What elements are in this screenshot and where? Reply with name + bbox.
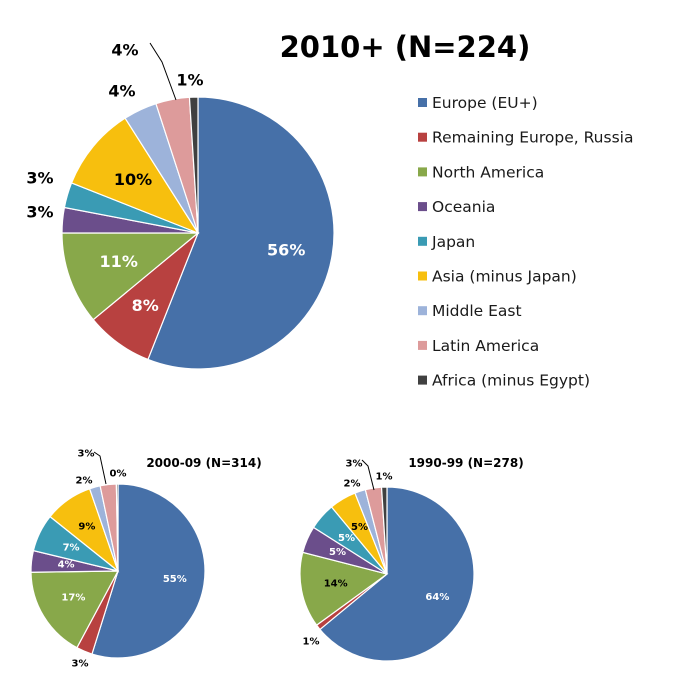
legend-swatch-africa-minus-egypt: [418, 375, 427, 385]
legend-swatch-middle-east: [418, 306, 427, 316]
pie-slice-africa-minus-egypt: [115, 483, 119, 572]
pie-slice-asia-minus-japan: [70, 117, 200, 235]
pie-slice-europe-eu: [91, 483, 206, 659]
legend-entry-oceania: Oceania: [432, 198, 495, 216]
pie-slice-north-america: [61, 232, 200, 321]
data-label-north-america: 14%: [324, 578, 348, 589]
data-label-latin-america: 3%: [78, 449, 95, 460]
legend-entry-middle-east: Middle East: [432, 302, 522, 320]
data-label-middle-east: 2%: [76, 476, 93, 487]
data-label-europe-eu: 55%: [163, 574, 187, 585]
data-label-middle-east: 4%: [108, 82, 135, 101]
data-label-japan: 5%: [338, 533, 355, 544]
data-label-middle-east: 2%: [344, 479, 361, 490]
chart-title: 2000-09 (N=314): [146, 456, 261, 470]
data-label-africa-minus-egypt: 0%: [110, 469, 127, 480]
data-label-europe-eu: 56%: [267, 240, 305, 259]
data-label-oceania: 5%: [329, 547, 346, 558]
chart-title: 2010+ (N=224): [280, 30, 531, 64]
data-label-europe-eu: 64%: [425, 592, 449, 603]
pie-slice-europe-eu: [147, 96, 335, 370]
legend-entry-japan: Japan: [431, 233, 475, 251]
data-label-africa-minus-egypt: 1%: [176, 71, 203, 90]
data-label-remaining-europe-russia: 8%: [132, 296, 159, 315]
pie-slice-africa-minus-egypt: [380, 486, 388, 575]
legend-swatch-latin-america: [418, 340, 427, 350]
legend-swatch-japan: [418, 236, 427, 246]
data-label-remaining-europe-russia: 3%: [72, 659, 89, 670]
legend-entry-remaining-europe-russia: Remaining Europe, Russia: [432, 129, 633, 147]
data-label-remaining-europe-russia: 1%: [303, 637, 320, 648]
pie-slice-north-america: [30, 570, 120, 649]
data-label-japan: 3%: [26, 169, 53, 188]
pie-chart-2: 55% 3% 17% 4% 7% 9% 2% 3% 0% 2000-09 (N=314): [30, 449, 262, 670]
data-label-asia-minus-japan: 5%: [351, 522, 368, 533]
pie-slice-north-america: [299, 551, 389, 626]
data-label-north-america: 11%: [100, 252, 138, 271]
leader-line: [361, 459, 375, 491]
legend-swatch-oceania: [418, 202, 427, 212]
data-label-oceania: 3%: [26, 203, 53, 222]
data-label-africa-minus-egypt: 1%: [376, 472, 393, 483]
pie-chart-1: 56% 8% 11% 3% 3% 10% 4% 4% 1% 2010+ (N=224): [26, 30, 531, 370]
data-label-asia-minus-japan: 10%: [114, 170, 152, 189]
data-label-latin-america: 3%: [346, 459, 363, 470]
legend-entry-asia-minus-japan: Asia (minus Japan): [432, 268, 577, 286]
legend-entry-latin-america: Latin America: [432, 337, 539, 355]
legend-swatch-europe-eu: [418, 98, 427, 107]
legend-swatch-remaining-europe-russia: [418, 132, 427, 142]
legend-entry-north-america: North America: [432, 163, 544, 181]
legend-swatch-north-america: [418, 167, 427, 177]
legend-swatch-asia-minus-japan: [418, 271, 427, 281]
leader-line: [149, 42, 177, 101]
data-label-north-america: 17%: [61, 593, 85, 604]
data-label-japan: 7%: [63, 543, 80, 554]
leader-line: [93, 451, 107, 485]
pie-slice-europe-eu: [319, 486, 475, 662]
pie-chart-3: 64%1%14%5%5%5%2%3%1%1990-99 (N=278): [299, 456, 524, 662]
data-label-oceania: 4%: [58, 560, 75, 571]
legend-entry-africa-minus-egypt: Africa (minus Egypt): [432, 372, 590, 390]
legend: Europe (EU+) Remaining Europe, Russia Nort…: [418, 94, 633, 390]
chart-title: 1990-99 (N=278): [408, 456, 523, 470]
data-label-latin-america: 4%: [111, 41, 138, 60]
pie-slice-africa-minus-egypt: [188, 96, 199, 234]
legend-entry-europe-eu: Europe (EU+): [432, 94, 538, 112]
data-label-asia-minus-japan: 9%: [78, 521, 95, 532]
